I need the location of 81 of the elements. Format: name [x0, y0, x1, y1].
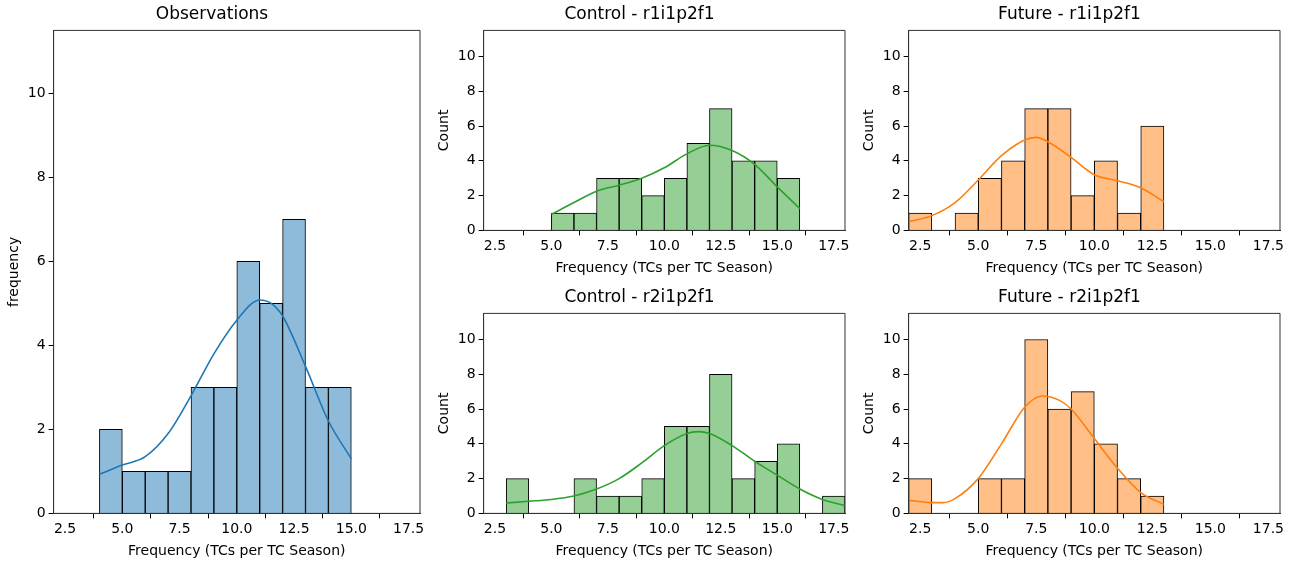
y-tick-label: 6: [36, 252, 46, 269]
y-axis-title: Count: [435, 392, 452, 435]
x-axis-title: Frequency (TCs per TC Season): [555, 542, 774, 559]
chart-title: Future - r2i1p2f1: [998, 285, 1141, 306]
x-tick-label: 12.5: [705, 520, 737, 537]
chart-title: Observations: [155, 2, 269, 23]
y-tick-label: 4: [36, 336, 46, 353]
y-tick-label: 8: [466, 81, 476, 98]
x-tick-label: 10.0: [1078, 520, 1110, 537]
x-tick-label: 12.5: [1136, 237, 1168, 254]
y-tick-label: 2: [891, 469, 901, 486]
line-series: [98, 299, 353, 476]
y-tick-label: 4: [891, 151, 901, 168]
x-tick-label: 17.5: [818, 237, 850, 254]
x-axis-title: Frequency (TCs per TC Season): [555, 259, 774, 276]
y-tick-label: 6: [466, 399, 476, 416]
x-tick-label: 17.5: [818, 520, 850, 537]
x-tick-label: 10.0: [1078, 237, 1110, 254]
y-axis-title: frequency: [5, 236, 22, 308]
x-tick-label: 17.5: [1252, 237, 1284, 254]
y-tick-label: 6: [466, 116, 476, 133]
x-axis-title: Frequency (TCs per TC Season): [128, 542, 346, 559]
x-tick-label: 15.0: [1194, 237, 1226, 254]
x-tick-label: 15.0: [761, 237, 793, 254]
x-tick-label: 7.5: [596, 520, 619, 537]
x-tick-label: 7.5: [168, 520, 191, 537]
x-tick-label: 15.0: [761, 520, 793, 537]
y-tick-label: 10: [882, 330, 901, 347]
y-tick-label: 0: [466, 504, 476, 521]
y-tick-label: 6: [891, 116, 901, 133]
x-tick-label: 12.5: [705, 237, 737, 254]
x-tick-label: 2.5: [909, 237, 932, 254]
x-tick-label: 5.0: [967, 237, 990, 254]
x-tick-label: 2.5: [483, 520, 507, 537]
chart-title: Control - r2i1p2f1: [564, 285, 715, 306]
y-tick-label: 2: [891, 186, 901, 203]
y-tick-label: 10: [457, 47, 476, 64]
x-tick-label: 5.0: [540, 237, 563, 254]
y-tick-label: 2: [466, 469, 476, 486]
x-tick-label: 7.5: [1025, 520, 1048, 537]
x-tick-label: 12.5: [1136, 520, 1168, 537]
x-tick-label: 2.5: [483, 237, 507, 254]
y-tick-label: 8: [466, 364, 476, 381]
y-tick-label: 6: [891, 399, 901, 416]
y-tick-label: 0: [891, 221, 901, 238]
y-tick-label: 10: [457, 330, 476, 347]
y-axis-title: Count: [435, 109, 452, 152]
x-tick-label: 15.0: [335, 520, 367, 537]
y-tick-label: 4: [466, 434, 476, 451]
y-tick-label: 0: [891, 504, 901, 521]
x-tick-label: 10.0: [221, 520, 253, 537]
x-tick-label: 5.0: [540, 520, 563, 537]
x-tick-label: 17.5: [1252, 520, 1284, 537]
y-axis-title: Count: [860, 392, 877, 435]
y-tick-label: 2: [466, 186, 476, 203]
x-tick-label: 15.0: [1194, 520, 1226, 537]
y-tick-label: 4: [891, 434, 901, 451]
x-tick-label: 5.0: [967, 520, 990, 537]
y-tick-label: 10: [882, 47, 901, 64]
x-tick-label: 2.5: [53, 520, 77, 537]
x-tick-label: 10.0: [648, 237, 680, 254]
x-axis-title: Frequency (TCs per TC Season): [985, 542, 1204, 559]
chart-title: Future - r1i1p2f1: [998, 2, 1141, 23]
y-tick-label: 8: [36, 168, 46, 185]
x-tick-label: 17.5: [392, 520, 425, 537]
y-tick-label: 4: [466, 151, 476, 168]
y-tick-label: 10: [27, 84, 46, 101]
x-tick-label: 5.0: [111, 520, 134, 537]
x-tick-label: 7.5: [1025, 237, 1048, 254]
chart-title: Control - r1i1p2f1: [564, 2, 715, 23]
y-tick-label: 8: [891, 81, 901, 98]
x-tick-label: 12.5: [278, 520, 310, 537]
x-tick-label: 10.0: [648, 520, 680, 537]
x-tick-label: 2.5: [909, 520, 932, 537]
y-axis-title: Count: [860, 109, 877, 152]
x-tick-label: 7.5: [596, 237, 619, 254]
y-tick-label: 2: [36, 420, 46, 437]
y-tick-label: 0: [36, 504, 46, 521]
y-tick-label: 0: [466, 221, 476, 238]
y-tick-label: 8: [891, 364, 901, 381]
x-axis-title: Frequency (TCs per TC Season): [985, 259, 1204, 276]
